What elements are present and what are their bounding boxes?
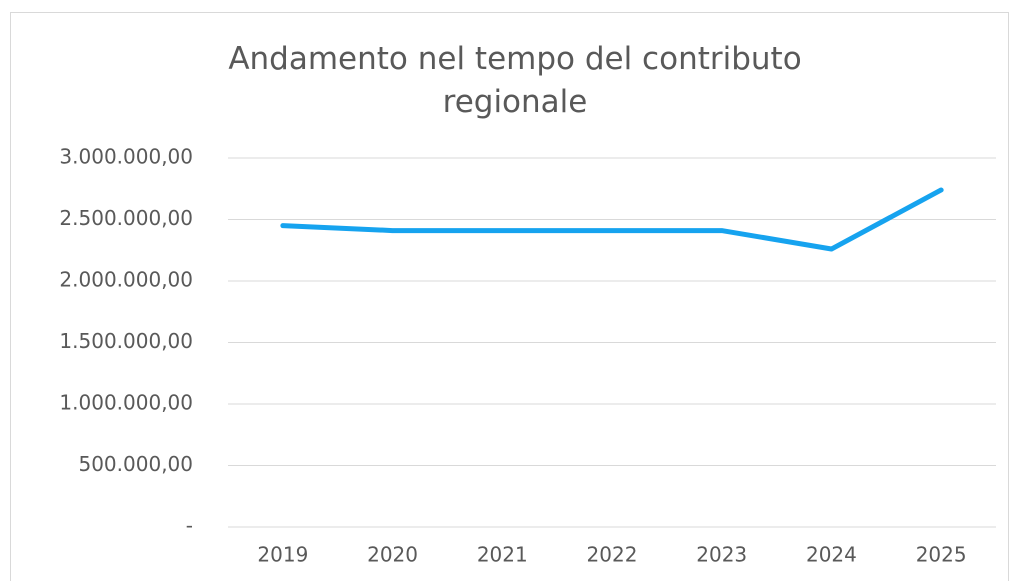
x-tick-label: 2021 bbox=[477, 543, 528, 567]
line-series bbox=[280, 187, 944, 252]
y-tick-label: 2.000.000,00 bbox=[59, 268, 193, 292]
y-tick-label: 2.500.000,00 bbox=[59, 206, 193, 230]
x-tick-label: 2025 bbox=[916, 543, 967, 567]
y-tick-label: - bbox=[186, 514, 193, 538]
x-tick-label: 2020 bbox=[367, 543, 418, 567]
x-tick-label: 2019 bbox=[257, 543, 308, 567]
x-tick-label: 2022 bbox=[587, 543, 638, 567]
chart-frame bbox=[10, 12, 1009, 581]
x-tick-label: 2024 bbox=[806, 543, 857, 567]
x-tick-label: 2023 bbox=[696, 543, 747, 567]
y-tick-label: 1.000.000,00 bbox=[59, 391, 193, 415]
chart-title: Andamento nel tempo del contributo regio… bbox=[228, 41, 802, 120]
y-tick-label: 1.500.000,00 bbox=[59, 329, 193, 353]
y-tick-label: 500.000,00 bbox=[78, 452, 193, 476]
y-tick-label: 3.000.000,00 bbox=[59, 145, 193, 169]
